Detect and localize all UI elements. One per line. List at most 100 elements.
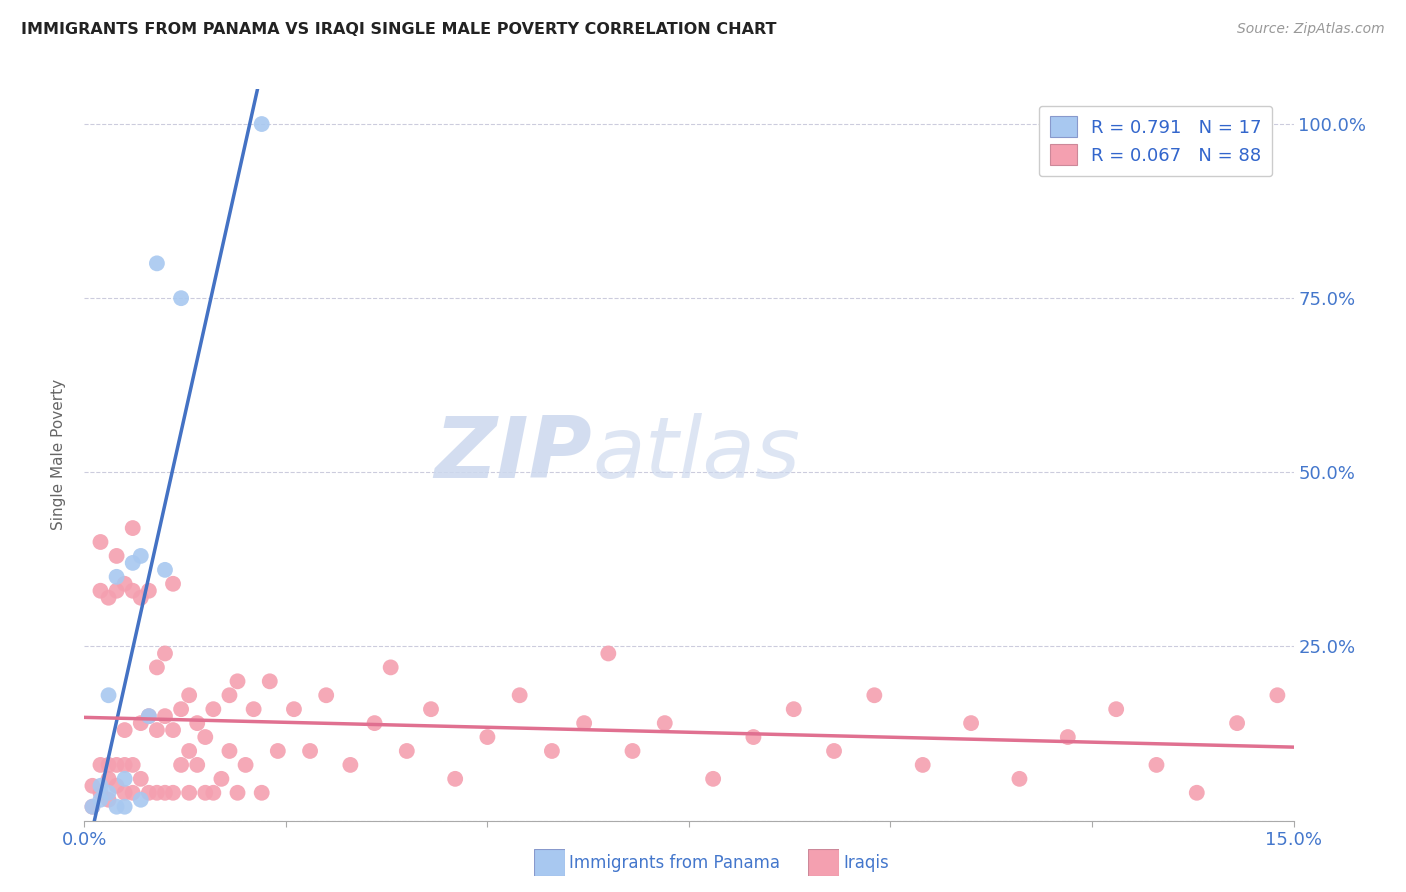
Point xyxy=(179,744,201,758)
Point xyxy=(129,772,152,786)
Point xyxy=(1267,688,1289,702)
Point xyxy=(380,660,402,674)
Point xyxy=(129,549,152,563)
Point xyxy=(153,647,176,661)
Legend: R = 0.791   N = 17, R = 0.067   N = 88: R = 0.791 N = 17, R = 0.067 N = 88 xyxy=(1039,105,1272,176)
Text: Source: ZipAtlas.com: Source: ZipAtlas.com xyxy=(1237,22,1385,37)
Point xyxy=(202,786,225,800)
Point xyxy=(121,758,143,772)
Y-axis label: Single Male Poverty: Single Male Poverty xyxy=(51,379,66,531)
Point xyxy=(97,772,120,786)
Point xyxy=(209,772,232,786)
Point xyxy=(114,772,136,786)
Point xyxy=(194,730,217,744)
Point xyxy=(315,688,337,702)
Point xyxy=(121,786,143,800)
Point xyxy=(146,660,169,674)
Point xyxy=(162,576,184,591)
Text: IMMIGRANTS FROM PANAMA VS IRAQI SINGLE MALE POVERTY CORRELATION CHART: IMMIGRANTS FROM PANAMA VS IRAQI SINGLE M… xyxy=(21,22,776,37)
Point xyxy=(259,674,281,689)
Point xyxy=(863,688,886,702)
Point xyxy=(121,556,143,570)
Point xyxy=(105,758,128,772)
Point xyxy=(138,786,160,800)
Point xyxy=(97,591,120,605)
Point xyxy=(1146,758,1168,772)
Point xyxy=(202,702,225,716)
Point xyxy=(572,716,595,731)
Point xyxy=(170,291,193,305)
Point xyxy=(170,758,193,772)
Point xyxy=(97,786,120,800)
Point xyxy=(89,793,111,807)
Point xyxy=(121,521,143,535)
Point xyxy=(1226,716,1249,731)
Point xyxy=(162,723,184,737)
Point xyxy=(82,799,104,814)
Point xyxy=(226,674,249,689)
Point xyxy=(138,583,160,598)
Point xyxy=(621,744,644,758)
Point xyxy=(114,786,136,800)
Point xyxy=(226,786,249,800)
Point xyxy=(823,744,845,758)
Point xyxy=(153,563,176,577)
Point xyxy=(89,779,111,793)
Point xyxy=(1105,702,1128,716)
Point xyxy=(114,576,136,591)
Point xyxy=(97,758,120,772)
Point xyxy=(129,793,152,807)
Point xyxy=(598,647,620,661)
Point xyxy=(89,583,111,598)
Point xyxy=(235,758,257,772)
Point xyxy=(541,744,564,758)
Point xyxy=(444,772,467,786)
Point xyxy=(186,716,208,731)
Point xyxy=(267,744,290,758)
Point xyxy=(105,570,128,584)
Point xyxy=(477,730,499,744)
Point xyxy=(89,758,111,772)
Point xyxy=(138,709,160,723)
Point xyxy=(89,535,111,549)
Point xyxy=(170,702,193,716)
Point xyxy=(283,702,305,716)
Point xyxy=(218,688,240,702)
Point xyxy=(299,744,322,758)
Point xyxy=(82,799,104,814)
Point xyxy=(114,758,136,772)
Point xyxy=(114,723,136,737)
Point xyxy=(1185,786,1208,800)
Point xyxy=(146,723,169,737)
Point xyxy=(250,786,273,800)
Point xyxy=(105,779,128,793)
Point xyxy=(97,793,120,807)
Point xyxy=(114,799,136,814)
Point xyxy=(146,256,169,270)
Point xyxy=(153,786,176,800)
Point xyxy=(420,702,443,716)
Point xyxy=(105,799,128,814)
Point xyxy=(783,702,806,716)
Point xyxy=(82,779,104,793)
Point xyxy=(702,772,724,786)
Point xyxy=(395,744,418,758)
Text: atlas: atlas xyxy=(592,413,800,497)
Point xyxy=(146,786,169,800)
Point xyxy=(89,786,111,800)
Point xyxy=(179,786,201,800)
Point xyxy=(339,758,361,772)
Point xyxy=(1056,730,1078,744)
Point xyxy=(194,786,217,800)
Point xyxy=(1008,772,1031,786)
Point xyxy=(97,688,120,702)
Point xyxy=(186,758,208,772)
Point xyxy=(960,716,983,731)
Point xyxy=(153,709,176,723)
Point xyxy=(105,583,128,598)
Point xyxy=(179,688,201,702)
Point xyxy=(911,758,934,772)
Text: Immigrants from Panama: Immigrants from Panama xyxy=(569,854,780,871)
Point xyxy=(218,744,240,758)
Point xyxy=(250,117,273,131)
